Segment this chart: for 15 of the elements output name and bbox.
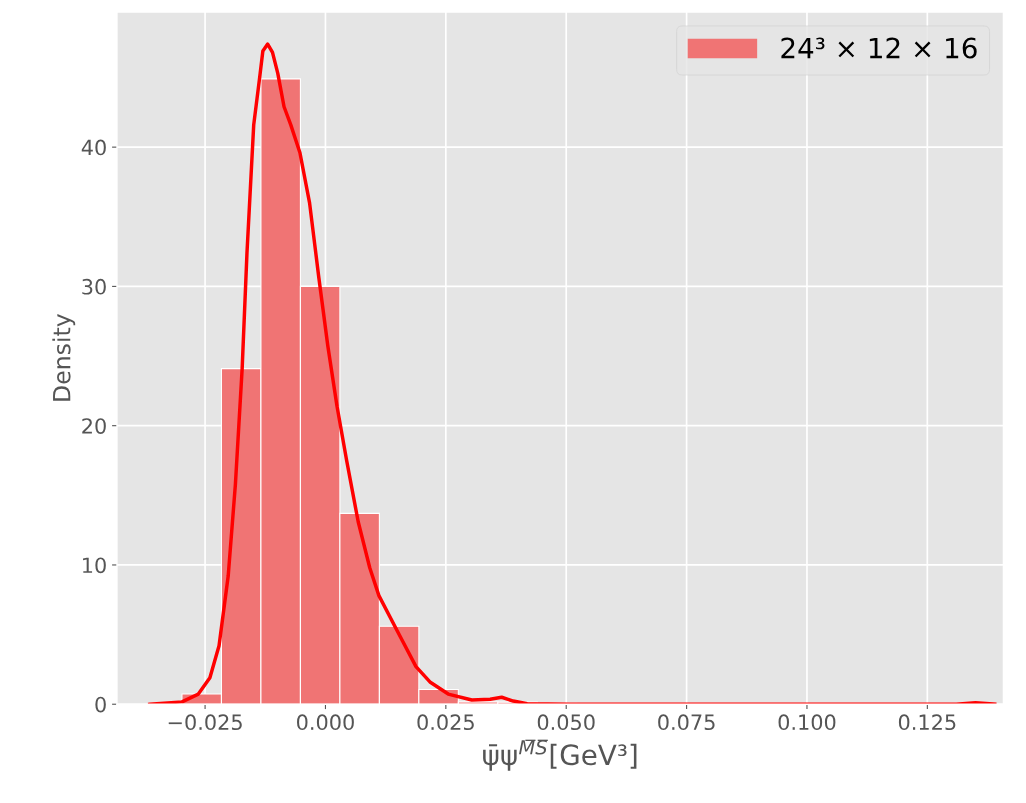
x-tick-label: −0.025: [168, 714, 242, 731]
x-tick-label: 0.075: [658, 714, 715, 731]
y-axis-title: Density: [52, 313, 76, 401]
y-tick-label: 30: [82, 278, 106, 295]
x-tick-label: 0.100: [778, 714, 836, 731]
y-tick-label: 40: [81, 139, 106, 156]
y-tick-label: 10: [83, 557, 106, 574]
x-tick-label: 0.125: [898, 714, 956, 731]
x-tick-label: 0.025: [417, 714, 474, 731]
x-tick-label: 0.050: [537, 714, 595, 731]
y-tick-label: 0: [95, 696, 106, 713]
x-axis-title: ψ̄ψ$^{M̅S̅}$[GeV³]: [483, 739, 637, 771]
legend-label: 24³ × 12 × 16: [781, 37, 977, 59]
x-tick-label: 0.000: [297, 714, 354, 731]
y-tick-label: 20: [82, 418, 106, 434]
